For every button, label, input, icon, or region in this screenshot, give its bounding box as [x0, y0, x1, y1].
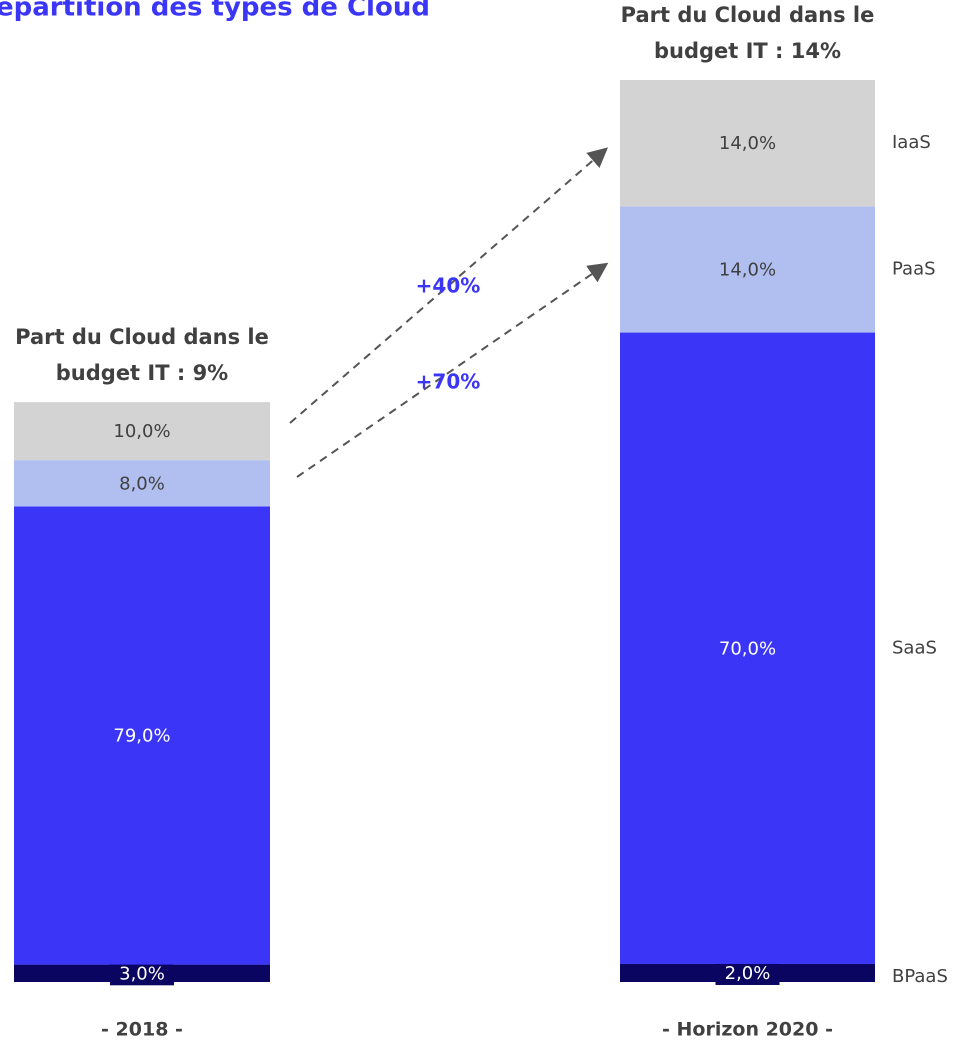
bar-header: budget IT : 9% — [56, 361, 228, 385]
value-label: 70,0% — [719, 638, 776, 659]
x-tick-label: - Horizon 2020 - — [662, 1019, 833, 1040]
value-label: 8,0% — [119, 473, 165, 494]
label-box — [715, 960, 780, 985]
series-label: SaaS — [892, 637, 937, 658]
series-label: PaaS — [892, 258, 936, 279]
bar-header: budget IT : 14% — [654, 39, 841, 63]
series-label: IaaS — [892, 132, 931, 153]
bar-header: Part du Cloud dans le — [15, 325, 269, 349]
bar-segment — [620, 80, 875, 207]
series-label: BPaaS — [892, 966, 948, 987]
bar-segment — [14, 402, 270, 461]
value-label: 3,0% — [119, 963, 165, 984]
value-label: 14,0% — [719, 259, 776, 280]
bar-segment — [14, 506, 270, 965]
label-box — [110, 961, 174, 986]
bar-segment — [620, 206, 875, 333]
x-tick-label: - 2018 - — [101, 1019, 183, 1040]
annotation: +40% — [416, 274, 481, 298]
bar-segment — [14, 460, 270, 507]
value-label: 2,0% — [725, 963, 771, 984]
value-label: 10,0% — [113, 421, 170, 442]
chart-title: Répartition des types de Cloud — [0, 0, 430, 23]
bar-segment — [620, 332, 875, 964]
bar-header: Part du Cloud dans le — [621, 3, 875, 27]
value-label: 79,0% — [113, 726, 170, 747]
arrow — [296, 262, 609, 478]
value-label: 14,0% — [719, 133, 776, 154]
annotation: +70% — [416, 370, 481, 394]
